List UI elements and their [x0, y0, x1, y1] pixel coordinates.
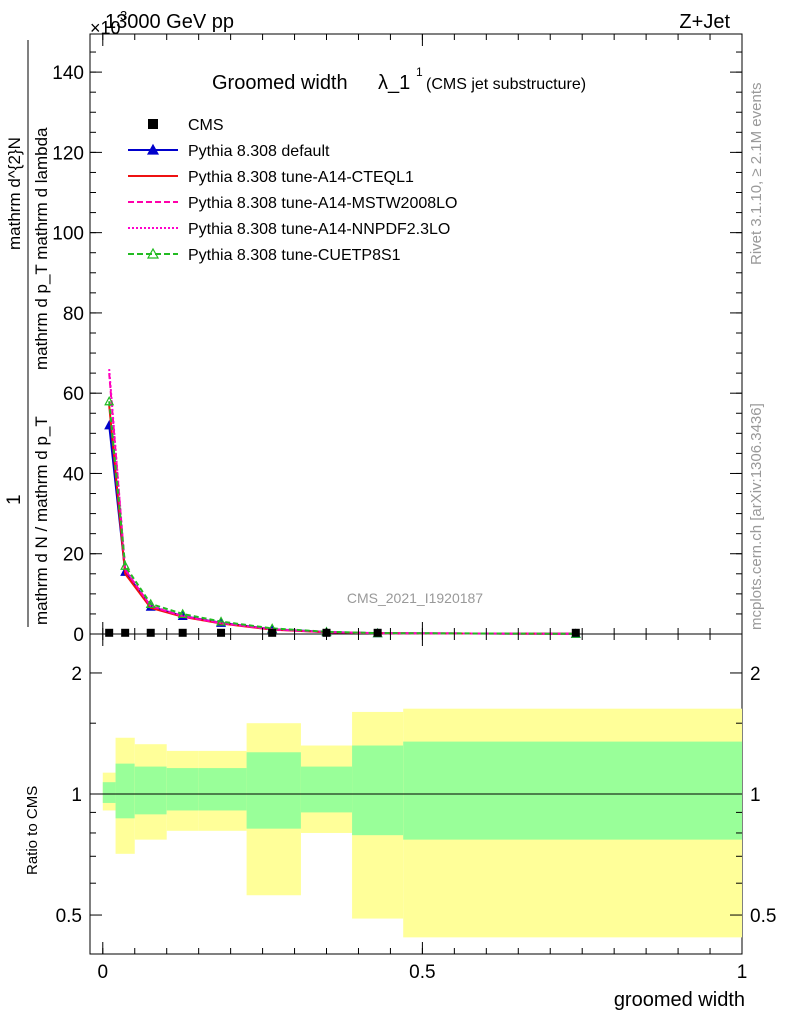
cms-point-2 — [146, 628, 155, 637]
exponent-label: ×10 — [90, 18, 121, 38]
ratio-stat-band-2 — [134, 766, 167, 815]
series-lines — [104, 369, 581, 638]
legend-label-0: CMS — [188, 117, 224, 134]
series-line-3 — [108, 369, 576, 635]
title-lambda: λ_1 — [378, 72, 410, 94]
x-tick-label-0: 0 — [97, 962, 108, 983]
top-y-tick-label-7: 140 — [52, 63, 84, 84]
legend-marker-5 — [146, 247, 160, 259]
cms-point-1 — [121, 628, 130, 637]
cms-point-7 — [373, 628, 382, 637]
header-right: Z+Jet — [679, 11, 730, 33]
cms-point-8 — [571, 628, 580, 637]
mcplots-label: mcplots.cern.ch [arXiv:1306.3436] — [748, 403, 765, 630]
ylabel-num2: mathrm d^{2}N — [5, 137, 24, 250]
ratio-stat-band-6 — [300, 766, 353, 813]
title-main: Groomed width — [212, 72, 348, 94]
cms-point-0 — [105, 628, 114, 637]
top-y-tick-label-0: 0 — [73, 625, 84, 646]
ratio-stat-band-5 — [246, 752, 301, 829]
series-line-0 — [108, 425, 576, 635]
ylabel-den: mathrm d N / mathrm d p_T — [32, 416, 51, 625]
legend-marker-1 — [146, 143, 160, 155]
bottom-y-tick-label-right-2: 2 — [750, 664, 761, 685]
ratio-stat-band-1 — [115, 763, 135, 819]
y-axis-label-top: 1 mathrm d N / mathrm d p_T mathrm d^{2}… — [4, 40, 51, 627]
plot-title: Groomed width λ_1 1 (CMS jet substructur… — [212, 65, 586, 94]
bottom-y-tick-label-left-0: 0.5 — [56, 906, 82, 927]
y-axis-label-bottom: Ratio to CMS — [24, 786, 41, 875]
series-marker-4-2 — [145, 598, 156, 608]
bottom-y-tick-label-left-1: 1 — [71, 785, 82, 806]
cms-point-4 — [217, 628, 226, 637]
top-y-tick-label-6: 120 — [52, 143, 84, 164]
x-tick-label-1: 0.5 — [409, 962, 435, 983]
series-line-2 — [108, 373, 576, 635]
top-y-tick-label-1: 20 — [63, 545, 84, 566]
bottom-y-tick-label-right-0: 0.5 — [750, 906, 776, 927]
cms-point-5 — [268, 628, 277, 637]
series-marker-4-0 — [104, 395, 115, 406]
cms-point-3 — [178, 628, 187, 637]
series-marker-4-3 — [177, 608, 188, 619]
rivet-label: Rivet 3.1.10, ≥ 2.1M events — [748, 83, 765, 266]
bottom-y-tick-label-left-2: 2 — [71, 664, 82, 685]
ylabel-den2: mathrm d p_T mathrm d lambda — [32, 127, 51, 370]
legend-label-2: Pythia 8.308 tune-A14-CTEQL1 — [188, 169, 414, 186]
series-line-4 — [108, 401, 576, 635]
x-axis-label: groomed width — [614, 989, 745, 1011]
legend: CMS Pythia 8.308 default Pythia 8.308 tune… — [128, 117, 457, 264]
header-left: 13000 GeV pp — [105, 11, 234, 33]
ratio-stat-band-3 — [166, 768, 199, 811]
legend-marker-0 — [148, 119, 158, 129]
top-y-tick-label-5: 100 — [52, 224, 84, 245]
bottom-y-tick-label-right-1: 1 — [750, 785, 761, 806]
top-y-tick-label-3: 60 — [63, 384, 84, 405]
top-y-tick-label-2: 40 — [63, 464, 84, 485]
series-marker-4-4 — [216, 616, 227, 626]
analysis-id: CMS_2021_I1920187 — [347, 590, 483, 606]
ratio-stat-band-8 — [403, 741, 742, 840]
legend-label-4: Pythia 8.308 tune-A14-NNPDF2.3LO — [188, 221, 450, 238]
ratio-stat-band-0 — [102, 782, 116, 803]
exponent-power: 3 — [120, 8, 127, 23]
x-tick-label-2: 1 — [737, 962, 748, 983]
title-sup: 1 — [416, 65, 423, 79]
ratio-stat-band-7 — [352, 745, 404, 836]
series-line-1 — [108, 405, 576, 635]
legend-label-1: Pythia 8.308 default — [188, 143, 330, 160]
series-marker-4-1 — [120, 560, 131, 570]
title-sub: (CMS jet substructure) — [426, 76, 586, 93]
legend-label-3: Pythia 8.308 tune-A14-MSTW2008LO — [188, 195, 457, 212]
ratio-stat-band-4 — [198, 768, 247, 811]
legend-label-5: Pythia 8.308 tune-CUETP8S1 — [188, 247, 401, 264]
ylabel-num: 1 — [4, 494, 25, 505]
top-y-tick-label-4: 80 — [63, 304, 84, 325]
ratio-bands — [90, 708, 742, 938]
